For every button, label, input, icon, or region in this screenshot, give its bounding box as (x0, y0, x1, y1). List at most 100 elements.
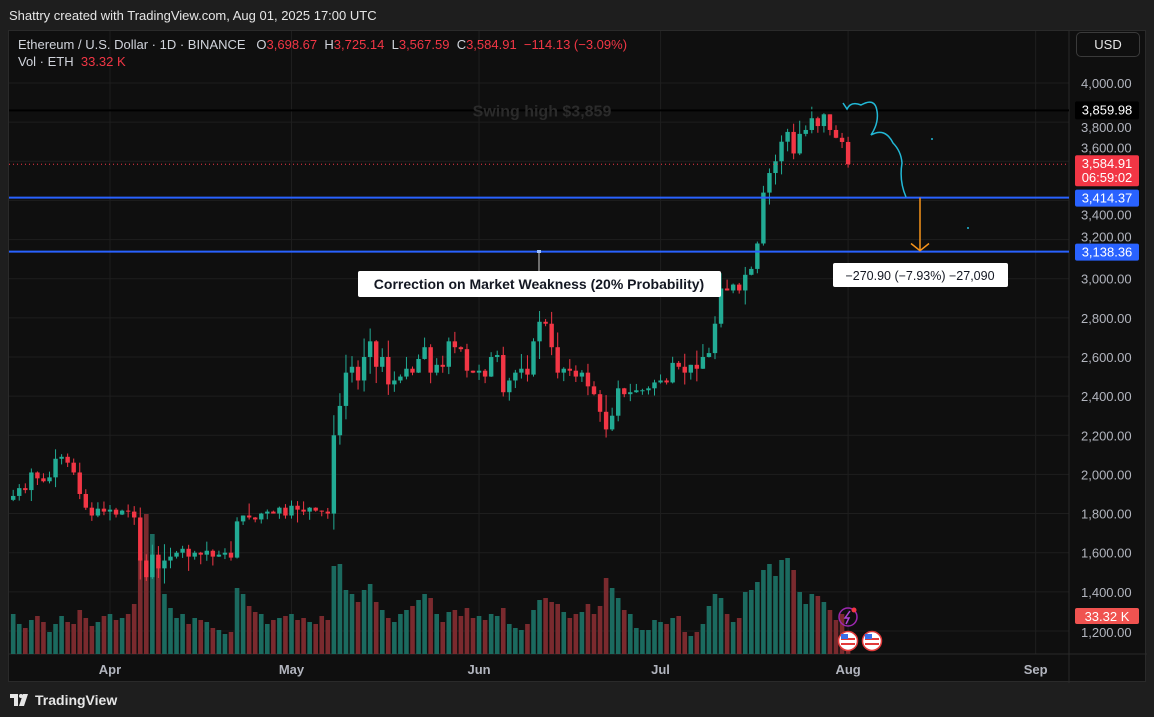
volume-bar (113, 620, 119, 654)
volume-bar (240, 594, 246, 654)
volume-bar (416, 600, 421, 654)
volume-bar (198, 620, 204, 654)
tradingview-logo[interactable]: TradingView (10, 692, 117, 708)
volume-bar (779, 560, 784, 654)
volume-bar (549, 602, 554, 654)
candle-body (234, 521, 240, 558)
volume-label[interactable]: Vol · ETH (18, 54, 74, 69)
volume-bar (458, 616, 464, 654)
last-price-tag-text: 06:59:02 (1082, 170, 1133, 185)
flag-stripe (841, 643, 855, 645)
lightning-event-icon[interactable] (838, 607, 858, 627)
freehand-drawing[interactable] (842, 101, 907, 198)
volume-bar (579, 612, 585, 654)
volume-bar (464, 608, 470, 654)
volume-value: 33.32 K (80, 54, 126, 69)
volume-bar (83, 618, 89, 654)
volume-bar (543, 598, 548, 654)
measure-label-box[interactable] (833, 263, 1008, 287)
volume-bar (186, 624, 191, 654)
volume-bar (119, 618, 125, 654)
volume-bar (767, 564, 772, 654)
candle-body (652, 382, 657, 389)
price-axis-label: 3,200.00 (1081, 230, 1132, 245)
price-axis-label: 2,000.00 (1081, 467, 1132, 482)
candle-body (470, 370, 476, 373)
candlestick-chart[interactable]: 4,000.00 3,800.00 3,600.00 3,400.00 3,200.00… (9, 31, 1147, 683)
volume-bar (712, 594, 718, 654)
volume-bar (470, 618, 476, 654)
volume-bar (398, 614, 403, 654)
candle-body (168, 556, 173, 561)
candle-body (749, 268, 754, 275)
price-axis-label: 1,200.00 (1081, 625, 1132, 640)
candle-body (555, 347, 560, 373)
candle-body (797, 133, 802, 154)
volume-bar (827, 610, 833, 654)
volume-price-tag (1075, 608, 1139, 624)
volume-bar (730, 622, 736, 654)
volume-bar (373, 602, 379, 654)
high-label: H (324, 37, 334, 52)
candle-body (488, 356, 494, 377)
time-axis-label: Jul (651, 662, 670, 677)
candle-body (573, 370, 579, 377)
candle-body (150, 554, 155, 578)
candle-body (410, 368, 415, 373)
volume-bar (500, 608, 506, 654)
candle-body (289, 505, 294, 516)
volume-bar (410, 606, 415, 654)
symbol-legend: Ethereum / U.S. Dollar · 1D · BINANCE O3… (18, 36, 627, 70)
volume-bar (89, 626, 95, 654)
volume-bar (23, 628, 28, 654)
correction-marker[interactable] (537, 250, 541, 253)
candle-body (845, 141, 851, 165)
volume-bar (736, 618, 742, 654)
volume-bar (234, 588, 240, 654)
candle-body (597, 394, 603, 412)
time-axis-label: May (279, 662, 305, 677)
chart-panel[interactable]: 4,000.00 3,800.00 3,600.00 3,400.00 3,200.00… (8, 30, 1147, 683)
level1-price-tag (1075, 189, 1139, 207)
candle-body (785, 131, 790, 142)
candle-body (724, 288, 730, 291)
volume-bar (192, 618, 197, 654)
us-flag-event-icon[interactable] (861, 630, 883, 652)
volume-bar (821, 602, 827, 654)
candle-body (755, 243, 760, 269)
candle-body (452, 341, 458, 348)
candle-body (779, 141, 784, 162)
price-axis-label: 2,200.00 (1081, 428, 1132, 443)
last-price-tag-text: 3,584.91 (1082, 156, 1133, 171)
candle-body (585, 372, 591, 387)
volume-bar (367, 584, 373, 654)
candle-body (561, 368, 566, 373)
candle-body (833, 129, 839, 138)
candle-body (567, 368, 572, 371)
volume-bar (688, 636, 694, 654)
candle-body (706, 353, 712, 357)
volume-bar (349, 594, 355, 654)
us-flag-event-icon[interactable] (837, 630, 859, 652)
currency-button[interactable]: USD (1076, 32, 1140, 57)
candle-body (162, 560, 167, 569)
candle-body (17, 488, 22, 496)
volume-bar (700, 624, 706, 654)
candle-body (319, 510, 324, 512)
candle-body (343, 372, 349, 406)
candle-body (210, 550, 216, 557)
candle-body (95, 508, 101, 516)
volume-bar (488, 614, 494, 654)
volume-bar (319, 616, 325, 654)
correction-label-box[interactable] (358, 271, 721, 297)
candle-body (773, 161, 778, 174)
candle-body (664, 380, 669, 383)
candle-body (737, 284, 742, 291)
candle-body (367, 341, 373, 357)
candle-body (41, 478, 46, 482)
symbol-title[interactable]: Ethereum / U.S. Dollar · 1D · BINANCE (18, 37, 246, 52)
volume-bar (513, 628, 518, 654)
volume-bar (670, 618, 675, 654)
price-axis-label: 3,400.00 (1081, 207, 1132, 222)
volume-bar (555, 604, 560, 654)
